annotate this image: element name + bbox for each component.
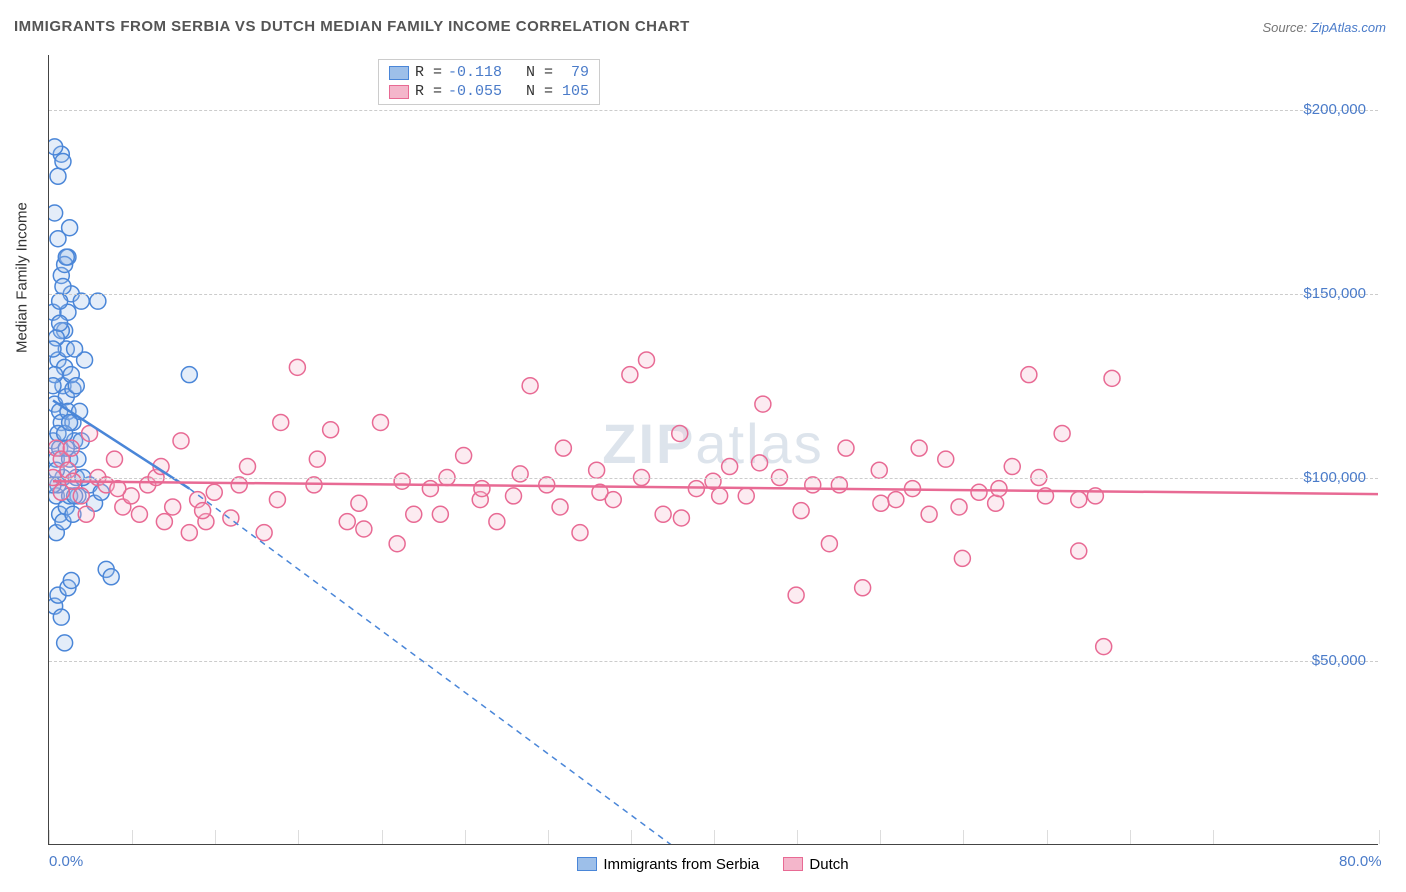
y-tick-label: $200,000 <box>1303 101 1366 118</box>
gridline <box>49 110 1378 111</box>
x-tick <box>465 830 466 844</box>
x-tick <box>797 830 798 844</box>
swatch-serbia-icon <box>577 857 597 871</box>
x-tick <box>880 830 881 844</box>
x-tick <box>215 830 216 844</box>
series-legend: Immigrants from Serbia Dutch <box>48 856 1378 876</box>
x-tick <box>1213 830 1214 844</box>
y-tick-label: $100,000 <box>1303 469 1366 486</box>
x-tick <box>298 830 299 844</box>
plot-container: ZIPatlas R = -0.118 N = 79 R = -0.055 N … <box>48 55 1378 845</box>
source-link[interactable]: ZipAtlas.com <box>1311 20 1386 35</box>
source-attribution: Source: ZipAtlas.com <box>1262 20 1386 35</box>
gridline <box>49 294 1378 295</box>
y-tick-label: $150,000 <box>1303 285 1366 302</box>
source-label: Source: <box>1262 20 1310 35</box>
gridline <box>49 478 1378 479</box>
legend-item-serbia: Immigrants from Serbia <box>577 856 759 873</box>
legend-label-dutch: Dutch <box>809 856 848 873</box>
x-tick <box>714 830 715 844</box>
x-tick <box>1047 830 1048 844</box>
x-tick <box>1379 830 1380 844</box>
x-tick <box>631 830 632 844</box>
legend-item-dutch: Dutch <box>783 856 848 873</box>
x-tick <box>382 830 383 844</box>
gridline <box>49 661 1378 662</box>
plot-area: $50,000$100,000$150,000$200,0000.0%80.0% <box>48 55 1378 845</box>
x-tick <box>963 830 964 844</box>
y-axis-title: Median Family Income <box>14 202 31 353</box>
legend-label-serbia: Immigrants from Serbia <box>603 856 759 873</box>
x-tick <box>132 830 133 844</box>
x-tick <box>49 830 50 844</box>
y-tick-label: $50,000 <box>1312 652 1366 669</box>
x-tick <box>1130 830 1131 844</box>
x-tick <box>548 830 549 844</box>
swatch-dutch-icon <box>783 857 803 871</box>
chart-title: IMMIGRANTS FROM SERBIA VS DUTCH MEDIAN F… <box>14 18 690 35</box>
